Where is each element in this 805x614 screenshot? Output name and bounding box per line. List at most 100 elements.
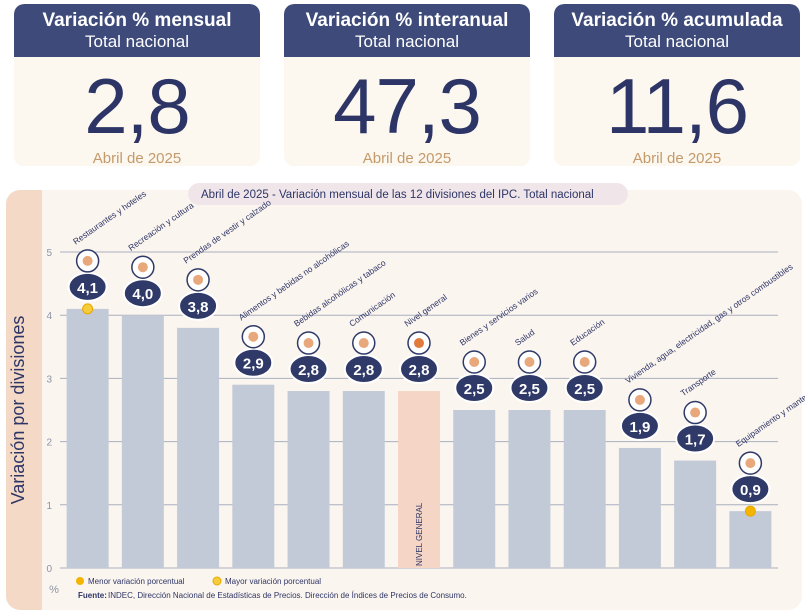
value-badge xyxy=(343,354,384,385)
chart-title: Abril de 2025 - Variación mensual de las… xyxy=(201,189,594,201)
y-axis-label: Variación por divisiones xyxy=(8,316,28,505)
category-label: Recreación y cultura xyxy=(126,200,195,253)
kpi-card: Variación % interanual Total nacional 47… xyxy=(284,4,530,166)
category-label: Vivienda, agua, electricidad, gas y otro… xyxy=(623,261,794,385)
y-tick-label: 1 xyxy=(46,501,52,512)
comb-scissors-icon xyxy=(462,350,486,374)
bar xyxy=(453,410,496,568)
tshirt-icon xyxy=(186,268,210,292)
data-label: 2,8 xyxy=(409,362,430,379)
category-label: Prendas de vestir y calzado xyxy=(181,197,272,265)
category-label: Salud xyxy=(513,327,537,348)
legend-swatch-min xyxy=(76,577,84,585)
bar xyxy=(287,391,330,568)
shopping-basket-icon xyxy=(407,331,431,355)
bar-inline-label: NIVEL GENERAL xyxy=(415,502,424,566)
data-label: 2,5 xyxy=(464,381,485,398)
bar xyxy=(508,410,551,568)
smartphone-icon xyxy=(352,331,376,355)
beach-umbrella-icon xyxy=(131,255,155,279)
subway-train-icon xyxy=(683,400,707,425)
cutlery-icon xyxy=(75,249,100,273)
card-date: Abril de 2025 xyxy=(92,150,182,166)
category-label: Educación xyxy=(568,317,606,348)
bar xyxy=(232,384,275,568)
value-badge xyxy=(288,354,329,385)
category-label: Transporte xyxy=(679,366,718,398)
card-value: 11,6 xyxy=(605,62,749,150)
air-conditioner-icon xyxy=(738,451,763,475)
bar xyxy=(342,391,385,568)
value-badge xyxy=(619,410,660,441)
card-value: 2,8 xyxy=(84,62,190,150)
y-tick-label: 3 xyxy=(46,374,52,385)
card-date: Abril de 2025 xyxy=(362,150,452,166)
bar xyxy=(177,327,220,568)
data-label: 2,8 xyxy=(353,362,374,379)
bottle-glass-icon xyxy=(296,331,321,355)
card-subtitle: Total nacional xyxy=(355,32,459,51)
card-subtitle: Total nacional xyxy=(625,32,729,51)
legend-swatch-max xyxy=(212,576,222,586)
card-title: Variación % interanual xyxy=(305,10,509,31)
max-marker xyxy=(82,303,94,315)
category-label: Equipamiento y mantenimiento del hogar xyxy=(734,352,805,449)
y-tick-label: 2 xyxy=(46,438,52,449)
bar xyxy=(563,410,606,568)
footer-source-text: INDEC, Dirección Nacional de Estadística… xyxy=(108,591,467,600)
kpi-card: Variación % mensual Total nacional 2,8 A… xyxy=(14,4,260,166)
data-label: 2,9 xyxy=(243,356,264,373)
value-badge xyxy=(564,373,605,403)
bar xyxy=(729,511,772,568)
y-unit-label: % xyxy=(49,584,59,596)
category-label: Nivel general xyxy=(402,292,448,329)
chart-title-pill xyxy=(188,183,628,205)
value-badge xyxy=(122,278,163,309)
card-header: Variación % interanual Total nacional xyxy=(284,4,530,57)
card-date: Abril de 2025 xyxy=(632,150,722,166)
legend-label: Mayor variación porcentual xyxy=(225,577,321,586)
data-label: 0,9 xyxy=(740,482,761,499)
y-tick-label: 0 xyxy=(46,564,52,575)
bar xyxy=(398,391,440,568)
card-header: Variación % acumulada Total nacional xyxy=(554,4,800,57)
lightbulb-icon xyxy=(628,388,652,412)
medical-cross-icon xyxy=(517,350,542,374)
card-value: 47,3 xyxy=(333,62,482,150)
card-header: Variación % mensual Total nacional xyxy=(14,4,260,57)
bar xyxy=(66,308,109,568)
bar xyxy=(618,447,661,568)
value-badge xyxy=(509,373,550,403)
value-badge xyxy=(178,290,219,321)
value-badge xyxy=(454,373,495,403)
kpi-card: Variación % acumulada Total nacional 11,… xyxy=(554,4,800,166)
card-subtitle: Total nacional xyxy=(85,32,189,51)
bar xyxy=(121,315,164,568)
data-label: 2,5 xyxy=(574,381,595,398)
legend-label: Menor variación porcentual xyxy=(88,577,185,586)
card-title: Variación % acumulada xyxy=(571,10,783,31)
data-label: 4,1 xyxy=(77,280,98,297)
data-label: 1,9 xyxy=(629,419,650,436)
value-badge xyxy=(233,347,274,378)
data-label: 2,8 xyxy=(298,362,319,379)
value-badge xyxy=(730,474,771,505)
value-badge xyxy=(399,354,439,385)
category-label: Alimentos y bebidas no alcohólicas xyxy=(237,238,351,322)
card-title: Variación % mensual xyxy=(42,10,232,31)
ylabel-band xyxy=(6,190,42,610)
data-label: 2,5 xyxy=(519,381,540,398)
food-basket-icon xyxy=(241,324,266,349)
value-badge xyxy=(67,271,108,302)
y-tick-label: 4 xyxy=(46,311,52,322)
data-label: 4,0 xyxy=(132,286,153,303)
bar xyxy=(674,460,717,568)
category-label: Comunicación xyxy=(347,289,397,328)
y-tick-label: 5 xyxy=(46,248,52,259)
data-label: 3,8 xyxy=(188,299,209,316)
data-label: 1,7 xyxy=(685,432,706,449)
min-marker xyxy=(744,505,756,517)
notebook-icon xyxy=(572,350,597,374)
value-badge xyxy=(675,423,716,454)
